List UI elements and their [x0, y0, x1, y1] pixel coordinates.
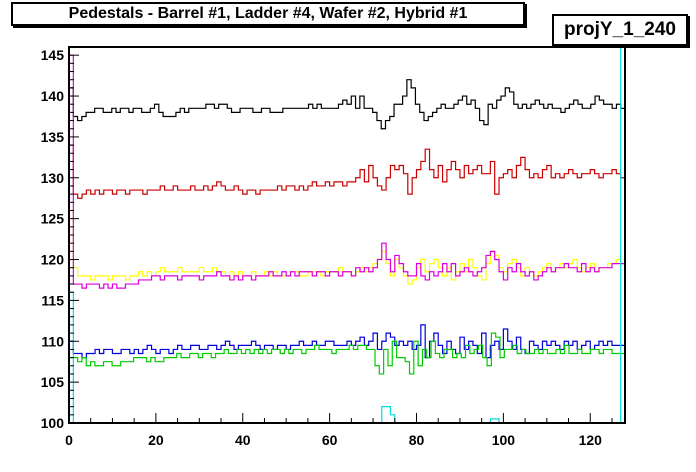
series-line-4	[68, 324, 626, 423]
histogram-name-box: projY_1_240	[552, 14, 688, 46]
y-tick-label: 110	[41, 333, 64, 349]
y-tick-label: 105	[41, 374, 65, 390]
x-tick-label: 80	[409, 432, 425, 448]
y-tick-label: 135	[41, 129, 65, 145]
series-line-3	[68, 54, 626, 423]
y-tick-label: 115	[41, 292, 64, 308]
x-tick-label: 60	[322, 432, 338, 448]
series-line-2	[68, 209, 626, 423]
axes-group: 100 105 110 115 120 125 130 135 140 145 0 20 40 60 80 1…	[41, 46, 613, 448]
series-line-0	[68, 79, 626, 423]
series-line-1	[68, 144, 626, 423]
x-tick-label: 20	[148, 432, 164, 448]
x-tick-label: 40	[235, 432, 251, 448]
series-line-5	[68, 332, 626, 423]
x-tick-label: 100	[492, 432, 516, 448]
series-group	[68, 46, 626, 424]
y-tick-label: 125	[41, 211, 65, 227]
y-tick-label: 145	[41, 47, 65, 63]
x-tick-label: 0	[65, 432, 73, 448]
y-tick-label: 100	[41, 415, 65, 431]
chart-title: Pedestals - Barrel #1, Ladder #4, Wafer …	[11, 2, 525, 26]
y-tick-label: 130	[41, 170, 65, 186]
x-tick-label: 120	[579, 432, 603, 448]
y-tick-label: 120	[41, 252, 65, 268]
y-tick-label: 140	[41, 88, 65, 104]
